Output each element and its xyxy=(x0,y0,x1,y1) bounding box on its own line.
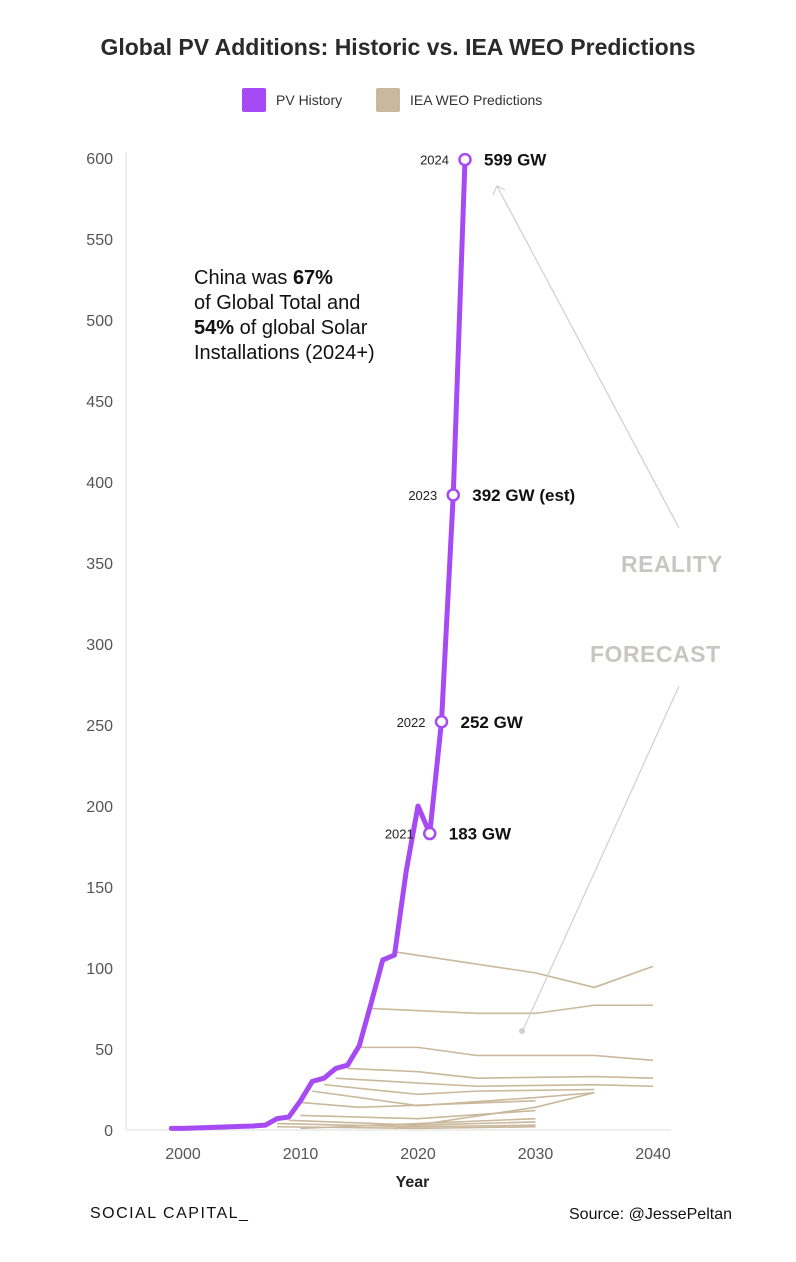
data-point-year-label: 2023 xyxy=(408,488,437,503)
china-text-4: Installations (2024+) xyxy=(194,342,375,364)
legend-item-pv-history: PV History xyxy=(242,88,342,112)
china-text-3: of global Solar xyxy=(234,317,368,339)
y-tick-label: 300 xyxy=(86,637,113,654)
forecast-line xyxy=(394,951,654,989)
data-point-value-label: 252 GW xyxy=(461,713,524,732)
y-tick-label: 550 xyxy=(86,232,113,249)
forecast-line xyxy=(370,1004,653,1015)
china-text-1: China was xyxy=(194,267,293,289)
legend-swatch-pv-history xyxy=(242,88,266,112)
forecast-line xyxy=(300,1117,536,1130)
data-point-year-label: 2021 xyxy=(385,827,414,842)
legend-label-iea-weo: IEA WEO Predictions xyxy=(410,92,543,108)
x-tick-label: 2040 xyxy=(635,1146,671,1163)
x-tick-label: 2030 xyxy=(518,1146,554,1163)
data-point-marker xyxy=(434,715,449,729)
forecast-line xyxy=(394,1091,595,1130)
forecast-line xyxy=(347,1067,654,1079)
y-tick-label: 100 xyxy=(86,961,113,978)
forecast-pointer-dot xyxy=(519,1028,525,1034)
china-pct-67: 67% xyxy=(292,267,333,289)
forecast-line xyxy=(323,1083,595,1096)
source-credit: Source: @JessePeltan xyxy=(569,1206,732,1223)
chart-title: Global PV Additions: Historic vs. IEA WE… xyxy=(100,34,696,60)
data-point-value-label: 183 GW xyxy=(449,825,512,844)
data-point-value-label: 392 GW (est) xyxy=(472,486,575,505)
forecast-pointer-line xyxy=(522,685,680,1031)
reality-arrow-line xyxy=(496,185,680,529)
data-point-marker xyxy=(458,152,472,167)
forecast-line xyxy=(335,1077,654,1088)
china-annotation: China was 67% of Global Total and 54% of… xyxy=(194,266,375,366)
y-tick-label: 350 xyxy=(86,556,113,573)
y-tick-label: 200 xyxy=(86,799,113,816)
y-tick-label: 250 xyxy=(86,718,113,735)
y-tick-label: 600 xyxy=(86,151,113,168)
data-point-marker xyxy=(446,488,460,502)
china-text-2: of Global Total and xyxy=(194,292,361,314)
y-tick-label: 150 xyxy=(86,880,113,897)
reality-label: REALITY xyxy=(621,551,723,577)
forecast-line xyxy=(312,1090,595,1107)
forecast-line xyxy=(359,1046,654,1062)
pv-history-line xyxy=(168,157,468,1131)
forecast-label: FORECAST xyxy=(590,641,721,667)
legend: PV History IEA WEO Predictions xyxy=(0,88,796,112)
china-pct-54: 54% xyxy=(194,317,235,339)
data-point-value-label: 599 GW xyxy=(484,151,547,170)
legend-label-pv-history: PV History xyxy=(276,92,343,108)
y-tick-label: 500 xyxy=(86,313,113,330)
x-tick-label: 2010 xyxy=(283,1146,319,1163)
x-axis-title: Year xyxy=(396,1174,430,1191)
x-tick-label: 2020 xyxy=(400,1146,436,1163)
brand-logo: SOCIAL CAPITAL_ xyxy=(90,1205,250,1222)
y-tick-label: 400 xyxy=(86,475,113,492)
x-tick-label: 2000 xyxy=(165,1146,201,1163)
data-point-year-label: 2022 xyxy=(397,715,426,730)
forecast-line xyxy=(300,1100,536,1109)
data-point-marker xyxy=(423,826,437,841)
forecast-line xyxy=(276,1122,536,1128)
legend-item-iea-weo: IEA WEO Predictions xyxy=(376,88,542,112)
y-tick-label: 0 xyxy=(104,1123,113,1140)
forecast-line xyxy=(300,1109,536,1120)
y-tick-label: 50 xyxy=(95,1042,113,1059)
y-tick-label: 450 xyxy=(86,394,113,411)
data-point-year-label: 2024 xyxy=(420,153,449,168)
legend-swatch-iea-weo xyxy=(376,88,400,112)
reality-arrow-head xyxy=(492,185,506,196)
